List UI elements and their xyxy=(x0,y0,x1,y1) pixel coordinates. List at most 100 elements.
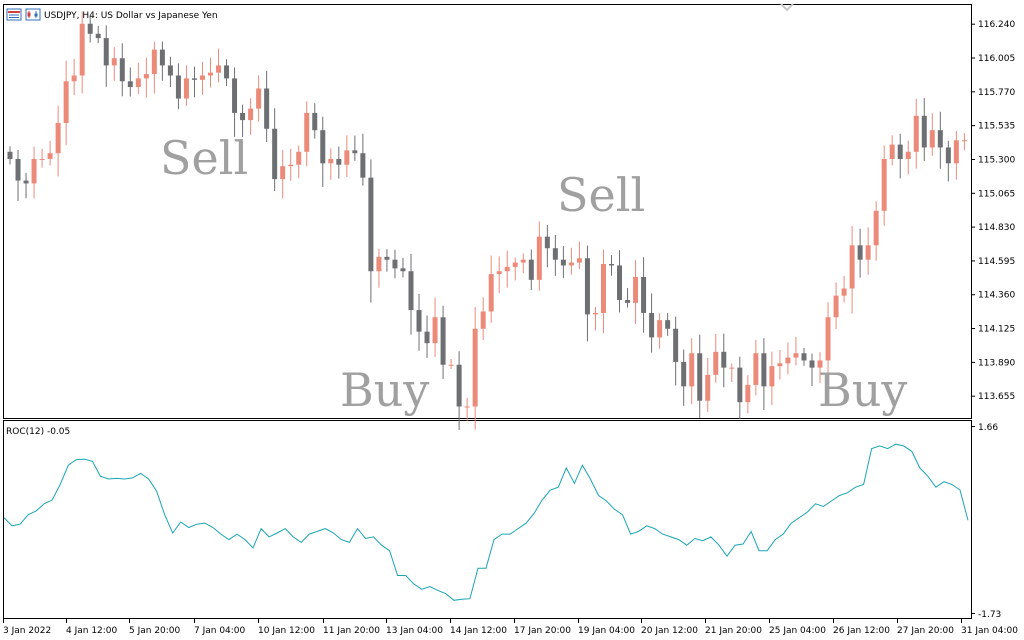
candle-body xyxy=(705,374,711,401)
window-list-icon[interactable] xyxy=(6,8,22,21)
candle-body xyxy=(416,310,422,332)
candle-body xyxy=(881,158,887,211)
candle-body xyxy=(921,115,927,148)
candle-body xyxy=(681,361,687,387)
candle-body xyxy=(865,245,871,260)
candle-body xyxy=(833,295,839,318)
candle-body xyxy=(384,256,390,260)
price-axis-label: 114.125 xyxy=(978,325,1015,335)
candle-body xyxy=(889,144,895,159)
candle-body xyxy=(15,158,21,181)
candle-body xyxy=(633,276,639,303)
candle-body xyxy=(617,265,623,300)
candle-body xyxy=(721,351,727,368)
candle-body xyxy=(288,164,294,167)
candle-body xyxy=(256,88,262,109)
candle-body xyxy=(657,320,663,338)
price-axis-label: 113.890 xyxy=(978,358,1015,368)
time-axis-label: 7 Jan 04:00 xyxy=(194,626,246,636)
time-axis-label: 19 Jan 04:00 xyxy=(578,626,635,636)
candle-body xyxy=(905,151,911,159)
candle-body xyxy=(929,130,935,148)
indicator-panel-frame xyxy=(3,420,972,619)
candle-body xyxy=(737,367,743,403)
candle-body xyxy=(71,75,77,82)
candle-body xyxy=(713,351,719,375)
candle-body xyxy=(191,78,197,80)
time-axis: 3 Jan 2022 4 Jan 12:00 5 Jan 20:00 7 Jan 04… xyxy=(3,619,1018,636)
candle-body xyxy=(95,33,101,39)
candle-body xyxy=(745,384,751,403)
candle-body xyxy=(199,75,205,80)
candle-series xyxy=(7,11,967,431)
candle-body xyxy=(272,128,278,180)
candle-body xyxy=(208,72,213,76)
candle-body xyxy=(560,259,566,266)
indicator-title: ROC(12) -0.05 xyxy=(6,427,70,437)
candle-body xyxy=(376,256,382,272)
candle-body xyxy=(649,312,655,338)
time-axis-label: 13 Jan 04:00 xyxy=(386,626,443,636)
time-axis-label: 5 Jan 20:00 xyxy=(129,626,181,636)
candle-body xyxy=(689,353,695,387)
time-axis-label: 11 Jan 20:00 xyxy=(323,626,380,636)
candle-body xyxy=(697,353,703,401)
candle-body xyxy=(600,264,606,313)
candle-body xyxy=(400,268,406,272)
candle-body xyxy=(264,88,270,129)
candle-body xyxy=(729,367,735,369)
candle-body xyxy=(480,311,486,329)
candle-body xyxy=(119,58,125,82)
candle-body xyxy=(625,300,631,303)
candle-body xyxy=(568,262,574,266)
candle-body xyxy=(127,81,133,88)
price-axis-label: 116.005 xyxy=(978,54,1015,64)
price-axis-label: 115.770 xyxy=(978,88,1015,98)
price-axis-label: 113.655 xyxy=(978,392,1015,402)
candle-body xyxy=(344,150,350,165)
scroll-marker-icon xyxy=(780,3,794,12)
candle-body xyxy=(873,210,879,246)
candle-body xyxy=(961,140,967,142)
price-axis-label: 115.300 xyxy=(978,155,1015,165)
candle-body xyxy=(673,328,679,362)
candle-body xyxy=(328,158,334,164)
time-axis-label: 26 Jan 12:00 xyxy=(833,626,890,636)
candle-body xyxy=(280,166,286,180)
candle-body xyxy=(312,112,318,131)
candle-body xyxy=(111,58,117,66)
chart-header: USDJPY, H4: US Dollar vs Japanese Yen xyxy=(6,3,794,21)
time-axis-label: 4 Jan 12:00 xyxy=(66,626,118,636)
candle-body xyxy=(63,81,69,123)
time-axis-label: 31 Jan 04:00 xyxy=(961,626,1018,636)
candle-body xyxy=(552,248,558,260)
candle-body xyxy=(432,317,438,344)
candle-body xyxy=(857,245,863,260)
price-axis-label: 114.360 xyxy=(978,291,1015,301)
indicator-axis-max: 1.66 xyxy=(978,423,998,433)
price-axis-label: 115.065 xyxy=(978,189,1015,199)
candle-body xyxy=(360,153,366,178)
price-axis: 116.240 116.005 115.770 115.535 115.300 115.0… xyxy=(971,20,1015,402)
candle-body xyxy=(216,65,222,73)
chart-type-icon[interactable] xyxy=(25,8,41,21)
price-axis-label: 114.595 xyxy=(978,257,1015,267)
candle-body xyxy=(953,140,959,164)
candle-body xyxy=(240,112,246,121)
candle-body xyxy=(528,259,534,280)
candle-body xyxy=(87,23,93,34)
candle-body xyxy=(79,23,85,76)
candle-body xyxy=(55,123,61,154)
candle-body xyxy=(937,130,943,148)
indicator-axis-min: -1.73 xyxy=(978,610,1001,620)
candle-body xyxy=(809,360,815,368)
candle-body xyxy=(488,274,494,312)
time-axis-label: 14 Jan 12:00 xyxy=(450,626,507,636)
candle-body xyxy=(841,288,847,296)
candle-body xyxy=(224,65,230,79)
candle-body xyxy=(536,236,542,280)
time-axis-label: 27 Jan 20:00 xyxy=(897,626,954,636)
candle-body xyxy=(665,320,671,329)
candle-body xyxy=(47,153,53,159)
